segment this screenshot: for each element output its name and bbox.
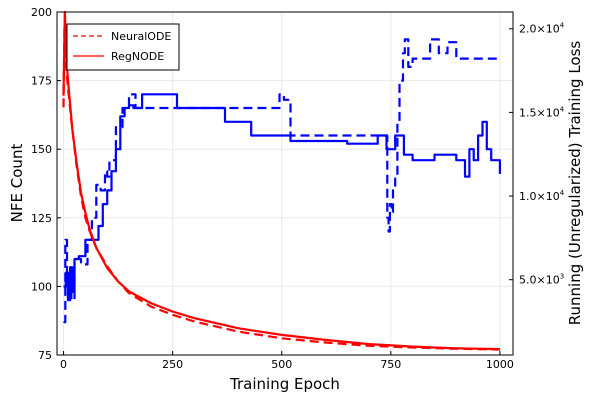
left-y-axis-title: NFE Count [8, 144, 26, 223]
nfe-neuralode-line [63, 38, 500, 324]
left-y-tick-label: 100 [31, 280, 52, 293]
left-y-axis-ticks: 75 100 125 150 175 200 [31, 6, 61, 362]
x-axis-ticks: 0 250 500 750 1000 [60, 351, 514, 371]
plot-frame [56, 11, 514, 356]
left-y-tick-label: 150 [31, 143, 52, 156]
legend: NeuralODE RegNODE [66, 23, 180, 71]
left-y-tick-label: 75 [38, 349, 52, 362]
x-tick-label: 1000 [486, 358, 514, 371]
right-y-tick-label: 1.5×104 [519, 105, 565, 119]
x-tick-label: 750 [380, 358, 401, 371]
right-y-axis-title: Running (Unregularized) Training Loss [566, 41, 584, 326]
legend-label-neuralode: NeuralODE [111, 30, 171, 43]
loss-neuralode-line [62, 27, 500, 351]
x-axis-title: Training Epoch [229, 375, 340, 393]
right-y-tick-label: 2.0×104 [519, 22, 565, 36]
right-y-tick-label: 5.0×103 [519, 273, 564, 287]
left-y-tick-label: 125 [31, 212, 52, 225]
legend-box [66, 23, 180, 71]
right-y-tick-label: 1.0×104 [519, 189, 565, 203]
series-lines [62, 10, 501, 351]
legend-label-regnode: RegNODE [111, 50, 164, 63]
x-tick-label: 0 [60, 358, 67, 371]
right-y-axis-ticks: 5.0×103 1.0×104 1.5×104 2.0×104 [509, 22, 565, 287]
left-y-tick-label: 200 [31, 6, 52, 19]
x-tick-label: 250 [162, 358, 183, 371]
x-tick-label: 500 [271, 358, 292, 371]
loss-regnode-line [62, 10, 500, 351]
nfe-regnode-line [63, 93, 501, 302]
left-y-tick-label: 175 [31, 75, 52, 88]
